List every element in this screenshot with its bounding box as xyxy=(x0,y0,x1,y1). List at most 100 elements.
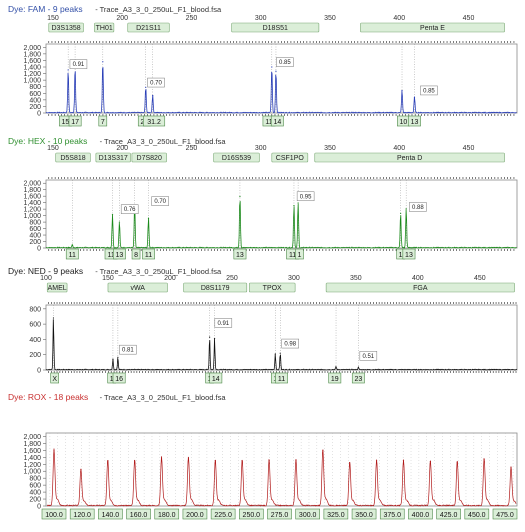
x-tick-label: 450 xyxy=(463,15,475,22)
peak-point xyxy=(357,367,359,369)
locus-box xyxy=(55,152,91,163)
allele-label: 10 xyxy=(400,119,408,126)
locus-box xyxy=(127,22,170,33)
ladder-label: 425.0 xyxy=(440,512,458,519)
y-tick-label: 800 xyxy=(29,306,41,313)
y-tick-label: 1,600 xyxy=(23,58,41,65)
locus-box xyxy=(360,22,505,33)
locus-label: D5S818 xyxy=(60,155,85,162)
file-name: - Trace_A3_3_0_250uL_F1_blood.fsa xyxy=(100,137,227,146)
ladder-peak xyxy=(322,449,324,451)
x-tick-label: 300 xyxy=(255,145,267,152)
allele-box xyxy=(408,115,421,127)
peak-point xyxy=(118,221,121,223)
y-tick-label: 1,000 xyxy=(23,78,41,85)
ladder-box xyxy=(126,508,151,520)
ratio-box xyxy=(420,85,438,96)
y-tick-label: 600 xyxy=(29,322,41,329)
ladder-label: 300.0 xyxy=(299,512,317,519)
x-tick-label: 250 xyxy=(186,145,198,152)
locus-box xyxy=(314,152,505,163)
panel-rox: Dye: ROX - 18 peaks - Trace_A3_3_0_250uL_… xyxy=(8,392,518,520)
x-tick-label: 450 xyxy=(463,145,475,152)
allele-label: 15 xyxy=(61,119,69,126)
ladder-peak xyxy=(510,467,512,469)
panel-fam: Dye: FAM - 9 peaks - Trace_A3_3_0_250uL_F… xyxy=(8,4,518,127)
peak-point xyxy=(111,214,114,216)
dye-label: Dye: NED - 9 peaks xyxy=(8,266,83,276)
locus-box xyxy=(48,22,84,33)
ratio-label: 0.76 xyxy=(124,207,136,213)
allele-box xyxy=(68,115,82,127)
x-tick-label: 150 xyxy=(47,145,59,152)
allele-box xyxy=(142,248,155,260)
allele-label: 31.2 xyxy=(147,119,161,126)
ladder-box xyxy=(239,508,264,520)
panel-ned: Dye: NED - 9 peaks - Trace_A3_3_0_250uL_F… xyxy=(8,266,518,384)
allele-box xyxy=(98,115,108,127)
ratio-box xyxy=(276,57,294,67)
peak-point xyxy=(213,338,216,340)
locus-box xyxy=(213,152,260,163)
allele-box xyxy=(112,372,126,384)
allele-label: 11 xyxy=(145,252,152,259)
ladder-label: 350.0 xyxy=(355,512,373,519)
ladder-label: 450.0 xyxy=(468,512,486,519)
peak-point xyxy=(400,212,402,214)
x-tick-label: 200 xyxy=(164,275,176,282)
ladder-box xyxy=(323,508,349,520)
ratio-label: 0.81 xyxy=(122,348,134,354)
locus-box xyxy=(94,22,115,33)
allele-box xyxy=(50,372,59,384)
ladder-label: 325.0 xyxy=(327,512,345,519)
allele-label: 11 xyxy=(69,252,76,259)
x-tick-label: 250 xyxy=(226,275,238,282)
ladder-box xyxy=(210,508,236,520)
y-tick-label: 1,800 xyxy=(23,187,41,194)
ratio-label: 0.51 xyxy=(362,354,374,360)
y-tick-label: 600 xyxy=(29,483,41,490)
peak-point xyxy=(71,244,73,246)
allele-label: 14 xyxy=(212,376,220,383)
peak-point xyxy=(335,366,337,368)
ladder-peak xyxy=(429,460,431,463)
y-tick-label: 400 xyxy=(29,337,41,344)
allele-box xyxy=(233,248,247,260)
trace-line xyxy=(46,448,517,507)
ratio-label: 0.91 xyxy=(217,321,229,327)
ratio-label: 0.85 xyxy=(423,88,435,94)
ladder-label: 225.0 xyxy=(214,512,232,519)
allele-box xyxy=(351,372,365,384)
ladder-label: 275.0 xyxy=(271,512,289,519)
ladder-box xyxy=(69,508,95,520)
ladder-peak xyxy=(402,460,405,462)
peak-point xyxy=(401,90,403,92)
ladder-box xyxy=(408,508,433,520)
x-tick-label: 400 xyxy=(393,145,405,152)
ladder-box xyxy=(464,508,490,520)
ladder-label: 160.0 xyxy=(130,512,148,519)
ratio-label: 0.98 xyxy=(284,342,296,348)
locus-box xyxy=(131,152,167,163)
peak-point xyxy=(209,336,211,338)
allele-label: 13 xyxy=(236,252,244,259)
ladder-peak xyxy=(295,459,297,461)
ladder-label: 180.0 xyxy=(158,512,176,519)
y-tick-label: 1,200 xyxy=(23,462,41,469)
y-tick-label: 1,400 xyxy=(23,65,41,72)
x-tick-label: 300 xyxy=(255,15,267,22)
locus-box xyxy=(271,152,309,163)
file-name: - Trace_A3_3_0_250uL_F1_blood.fsa xyxy=(95,267,222,276)
allele-label: 11 xyxy=(107,252,114,259)
y-tick-label: 800 xyxy=(29,84,41,91)
file-name: - Trace_A3_3_0_250uL_F1_blood.fsa xyxy=(100,393,227,402)
locus-label: D8S1179 xyxy=(201,285,230,292)
y-tick-label: 600 xyxy=(29,91,41,98)
locus-label: D13S317 xyxy=(99,155,128,162)
plot-frame xyxy=(45,432,518,507)
ratio-label: 0.70 xyxy=(154,199,166,205)
y-tick-label: 2,000 xyxy=(23,434,41,441)
ratio-box xyxy=(120,204,139,214)
ladder-box xyxy=(351,508,377,520)
ratio-label: 0.88 xyxy=(412,205,424,211)
